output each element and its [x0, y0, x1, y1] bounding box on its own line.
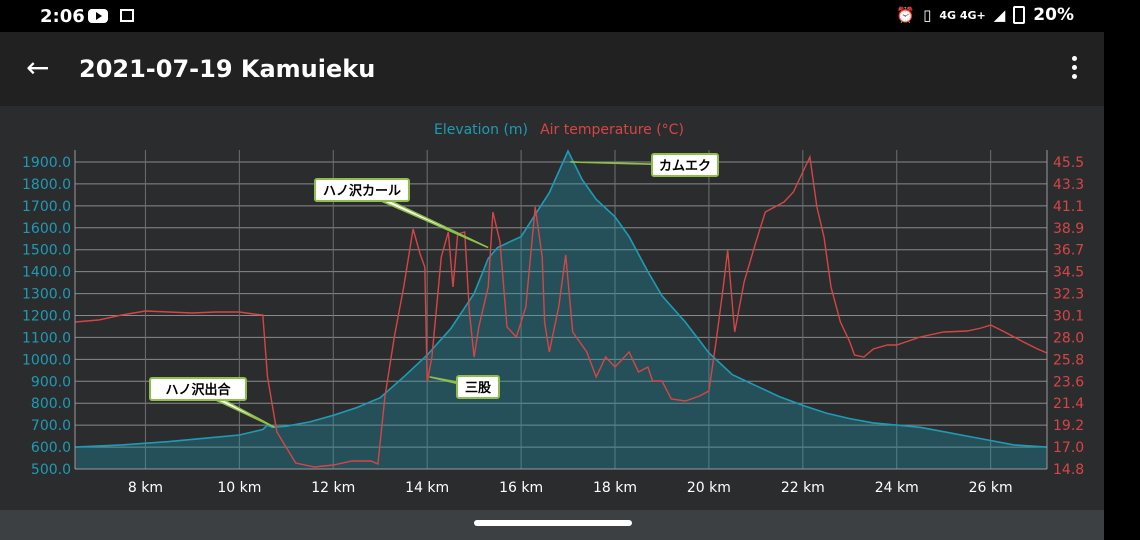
y-left-tick-label: 900.0 — [31, 374, 71, 390]
x-tick-label: 12 km — [311, 480, 355, 496]
annotation-label: ハノ沢出合 — [165, 382, 231, 398]
annotation-box — [149, 377, 247, 401]
y-left-tick-label: 600.0 — [31, 440, 71, 456]
x-tick-label: 8 km — [128, 480, 163, 496]
signal-label: 4G 4G+ — [939, 8, 986, 22]
y-left-tick-label: 1900.0 — [22, 155, 71, 171]
y-left-tick-label: 700.0 — [31, 418, 71, 434]
cell-signal-icon: ◢ — [993, 6, 1006, 24]
annotation-callout: ハノ沢出合 — [149, 377, 275, 429]
annotation-box — [314, 178, 410, 202]
annotation-callout: ハノ沢カール — [314, 178, 489, 249]
x-tick-label: 24 km — [875, 480, 919, 496]
y-right-tick-label: 23.6 — [1053, 374, 1084, 390]
y-right-tick-label: 25.8 — [1053, 352, 1084, 368]
status-bar: 2:06 ⏰ ▯ 4G 4G+ ◢ 20% — [0, 0, 1140, 32]
y-right-tick-label: 14.8 — [1053, 462, 1084, 478]
status-right: ⏰ ▯ 4G 4G+ ◢ 20% — [896, 5, 1074, 25]
y-right-tick-label: 17.0 — [1053, 440, 1084, 456]
y-right-tick-label: 19.2 — [1053, 418, 1084, 434]
y-right-tick-label: 41.1 — [1053, 199, 1084, 215]
y-left-tick-label: 1600.0 — [22, 221, 71, 237]
temperature-line — [74, 154, 1048, 468]
elevation-area — [75, 151, 1047, 469]
y-right-tick-label: 21.4 — [1053, 396, 1084, 412]
y-right-tick-label: 38.9 — [1053, 221, 1084, 237]
elevation-temperature-chart: 500.0 14.8 600.0 17.0 700.0 19.2 800.0 21.4 900.… — [22, 122, 1084, 496]
y-left-tick-label: 1400.0 — [22, 265, 71, 281]
y-right-tick-label: 34.5 — [1053, 265, 1084, 281]
legend-elevation: Elevation (m) — [434, 122, 528, 138]
x-tick-label: 10 km — [217, 480, 261, 496]
y-left-tick-label: 1100.0 — [22, 330, 71, 346]
navigation-bar — [0, 510, 1104, 540]
battery-percent: 20% — [1033, 5, 1074, 25]
y-right-tick-label: 30.1 — [1053, 309, 1084, 325]
y-left-tick-label: 1700.0 — [22, 199, 71, 215]
y-left-tick-label: 800.0 — [31, 396, 71, 412]
annotation-label: 三股 — [465, 381, 491, 396]
y-right-tick-label: 43.3 — [1053, 177, 1084, 193]
y-right-tick-label: 32.3 — [1053, 287, 1084, 303]
annotation-label: カムエク — [659, 159, 711, 174]
status-time: 2:06 — [40, 6, 85, 27]
y-right-tick-label: 36.7 — [1053, 243, 1084, 259]
battery-icon — [1013, 6, 1026, 24]
y-left-tick-label: 1000.0 — [22, 352, 71, 368]
annotation-callout: カムエク — [570, 153, 719, 177]
x-tick-label: 22 km — [781, 480, 825, 496]
y-left-tick-label: 1300.0 — [22, 287, 71, 303]
y-left-tick-label: 1500.0 — [22, 243, 71, 259]
alarm-icon: ⏰ — [896, 6, 916, 24]
app-screen: ← 2021-07-19 Kamuieku 500.0 14.8 600.0 17.0… — [0, 0, 1104, 540]
annotation-box — [651, 153, 719, 177]
vibrate-icon: ▯ — [923, 6, 932, 24]
page-title: 2021-07-19 Kamuieku — [79, 55, 376, 83]
app-toolbar: ← 2021-07-19 Kamuieku — [0, 32, 1104, 106]
y-right-tick-label: 28.0 — [1053, 330, 1084, 346]
elevation-line — [74, 149, 1048, 448]
x-tick-label: 20 km — [687, 480, 731, 496]
calendar-icon — [120, 9, 134, 22]
y-left-tick-label: 500.0 — [31, 462, 71, 478]
legend-temperature: Air temperature (°C) — [540, 122, 684, 138]
home-gesture-pill[interactable] — [474, 520, 632, 526]
more-vert-icon[interactable] — [1066, 54, 1082, 84]
x-tick-label: 18 km — [593, 480, 637, 496]
annotation-callout: 三股 — [429, 375, 500, 399]
y-left-tick-label: 1200.0 — [22, 309, 71, 325]
y-left-tick-label: 1800.0 — [22, 177, 71, 193]
annotation-box — [456, 375, 500, 399]
youtube-icon — [88, 9, 108, 23]
x-tick-label: 26 km — [969, 480, 1013, 496]
x-tick-label: 14 km — [405, 480, 449, 496]
x-tick-label: 16 km — [499, 480, 543, 496]
back-arrow-icon[interactable]: ← — [26, 51, 50, 84]
annotation-label: ハノ沢カール — [323, 183, 401, 199]
y-right-tick-label: 45.5 — [1053, 155, 1084, 171]
